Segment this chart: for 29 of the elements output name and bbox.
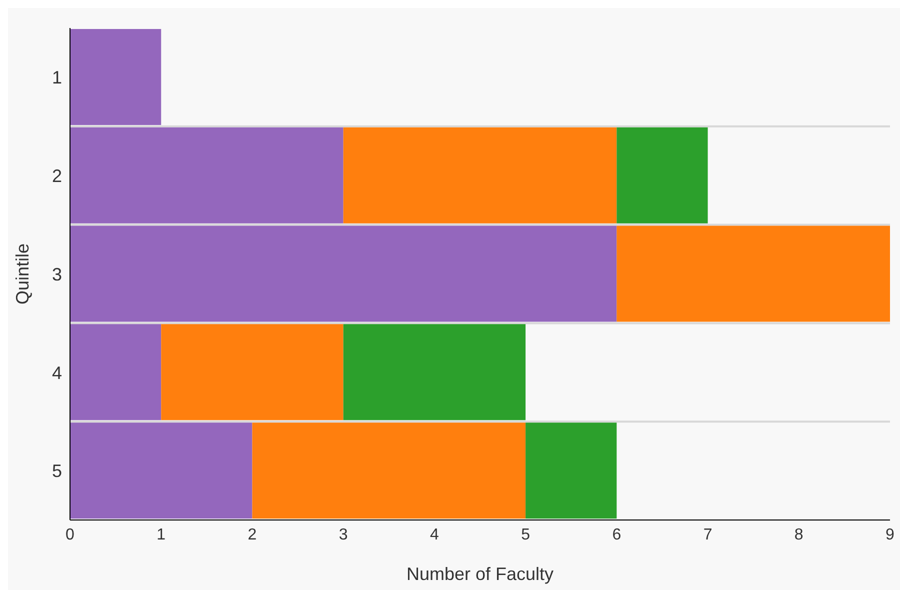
- y-tick-label: 2: [52, 166, 62, 186]
- bar: [343, 127, 617, 224]
- bar: [616, 127, 708, 224]
- bar: [526, 422, 617, 519]
- bar: [70, 324, 162, 420]
- x-tick-label: 1: [156, 526, 166, 544]
- x-tick-label: 5: [521, 526, 530, 544]
- x-tick-label: 8: [794, 526, 804, 544]
- y-tick-label: 4: [52, 362, 62, 383]
- bar: [161, 324, 344, 420]
- y-tick-label: 1: [52, 68, 62, 88]
- bar: [70, 226, 617, 322]
- bar: [70, 422, 252, 519]
- x-tick-label: 6: [612, 526, 622, 544]
- bar: [343, 324, 526, 420]
- bar: [70, 28, 162, 125]
- y-tick-label: 3: [52, 264, 62, 284]
- x-tick-label: 7: [703, 526, 712, 544]
- x-tick-label: 3: [338, 526, 348, 544]
- bar: [252, 422, 526, 519]
- bar: [616, 226, 890, 322]
- x-tick-label: 0: [66, 526, 75, 544]
- bar: [70, 127, 344, 224]
- x-axis-title: Number of Faculty: [406, 564, 554, 584]
- y-tick-label: 5: [52, 461, 62, 482]
- x-tick-label: 9: [886, 526, 895, 544]
- y-axis-title: Quintile: [12, 243, 32, 305]
- x-tick-label: 2: [248, 526, 257, 544]
- x-tick-label: 4: [430, 526, 439, 544]
